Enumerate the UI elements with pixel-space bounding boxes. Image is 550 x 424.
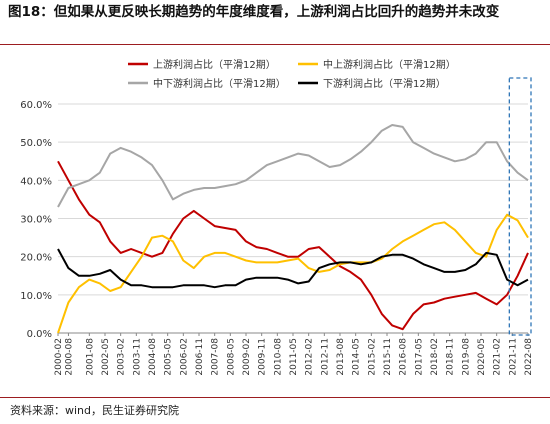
x-tick-label: 2012-02: [305, 338, 315, 376]
x-tick-label: 2021-02: [493, 338, 503, 376]
x-tick-label: 2017-05: [414, 338, 424, 376]
x-tick-label: 2003-02: [117, 338, 127, 376]
series-line-midup: [57, 213, 529, 334]
x-tick-label: 2001-08: [85, 338, 95, 376]
x-tick-label: 2000-02: [54, 338, 64, 376]
y-tick-label: 30.0%: [20, 215, 52, 226]
series-lines: [57, 124, 529, 334]
y-tick-label: 50.0%: [20, 138, 52, 149]
legend-label-downstream: 下游利润占比（平滑12期）: [323, 77, 446, 90]
y-tick-label: 40.0%: [20, 176, 52, 187]
x-tick-label: 2007-08: [211, 338, 221, 376]
series-line-downstream: [57, 248, 529, 289]
x-tick-label: 2003-11: [132, 338, 142, 376]
x-tick-label: 2009-02: [242, 338, 252, 376]
y-tick-label: 0.0%: [27, 329, 52, 340]
x-tick-label: 2000-08: [64, 338, 74, 376]
legend-label-midup: 中上游利润占比（平滑12期）: [323, 58, 456, 71]
y-tick-label: 60.0%: [20, 100, 52, 111]
footer-rule: [0, 397, 550, 398]
x-tick-label: 2014-05: [352, 338, 362, 376]
x-tick-label: 2004-08: [148, 338, 158, 376]
x-axis: 2000-02 2000-08 2001-08 2002-05 2003-02 2003-…: [54, 332, 534, 376]
x-tick-label: 2020-05: [477, 338, 487, 376]
x-tick-label: 2018-11: [446, 338, 456, 376]
y-axis: 0.0% 10.0% 20.0% 30.0% 40.0% 50.0% 60.0%: [20, 100, 52, 340]
x-tick-label: 2018-02: [430, 338, 440, 376]
x-tick-label: 2021-11: [508, 338, 518, 376]
legend: 上游利润占比（平滑12期） 中上游利润占比（平滑12期） 中下游利润占比（平滑12期…: [128, 58, 456, 90]
gridlines: [58, 103, 528, 296]
line-chart: 0.0% 10.0% 20.0% 30.0% 40.0% 50.0% 60.0% 2000-…: [20, 58, 534, 376]
title-rule: [0, 44, 550, 45]
x-tick-label: 2012-11: [320, 338, 330, 376]
x-tick-label: 2016-08: [399, 338, 409, 376]
x-tick-label: 2008-05: [226, 338, 236, 376]
source-note: 资料来源：wind，民生证券研究院: [10, 404, 180, 417]
x-tick-label: 2022-08: [524, 338, 534, 376]
y-tick-label: 10.0%: [20, 291, 52, 302]
x-tick-label: 2005-05: [164, 338, 174, 376]
x-tick-label: 2011-05: [289, 338, 299, 376]
legend-label-middown: 中下游利润占比（平滑12期）: [153, 77, 286, 90]
x-tick-label: 2013-08: [336, 338, 346, 376]
y-tick-label: 20.0%: [20, 253, 52, 264]
series-line-upstream: [57, 160, 529, 331]
chart-title: 图18：但如果从更反映长期趋势的年度维度看，上游利润占比回升的趋势并未改变: [8, 4, 500, 20]
highlight-box: [508, 77, 532, 336]
highlight-rect: [508, 77, 532, 336]
x-tick-label: 2002-05: [101, 338, 111, 376]
x-tick-label: 2010-08: [273, 338, 283, 376]
x-tick-label: 2015-02: [367, 338, 377, 376]
x-tick-label: 2019-08: [461, 338, 471, 376]
x-tick-label: 2009-11: [258, 338, 268, 376]
series-line-middown: [57, 124, 529, 208]
x-tick-label: 2006-11: [195, 338, 205, 376]
x-tick-label: 2006-02: [179, 338, 189, 376]
legend-label-upstream: 上游利润占比（平滑12期）: [153, 58, 276, 71]
x-tick-label: 2015-11: [383, 338, 393, 376]
